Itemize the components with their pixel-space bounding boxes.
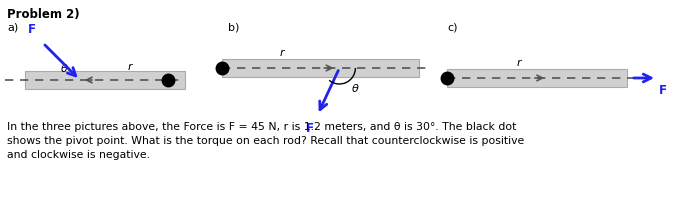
Text: r: r: [517, 58, 522, 68]
Text: F: F: [659, 84, 667, 97]
Bar: [221, 59, 419, 77]
Text: F: F: [28, 23, 36, 36]
Text: r: r: [279, 48, 284, 58]
Text: shows the pivot point. What is the torque on each rod? Recall that counterclockw: shows the pivot point. What is the torqu…: [7, 136, 524, 146]
Text: θ: θ: [61, 64, 68, 74]
Text: b): b): [227, 22, 239, 32]
Text: r: r: [127, 62, 132, 72]
Bar: [25, 71, 184, 89]
Text: θ: θ: [351, 84, 358, 94]
Bar: [448, 69, 627, 87]
Text: F: F: [306, 122, 314, 135]
Text: a): a): [7, 22, 18, 32]
Text: c): c): [448, 22, 458, 32]
Text: In the three pictures above, the Force is F = 45 N, r is 1.2 meters, and θ is 30: In the three pictures above, the Force i…: [7, 122, 516, 132]
Text: and clockwise is negative.: and clockwise is negative.: [7, 150, 150, 160]
Text: Problem 2): Problem 2): [7, 8, 79, 21]
